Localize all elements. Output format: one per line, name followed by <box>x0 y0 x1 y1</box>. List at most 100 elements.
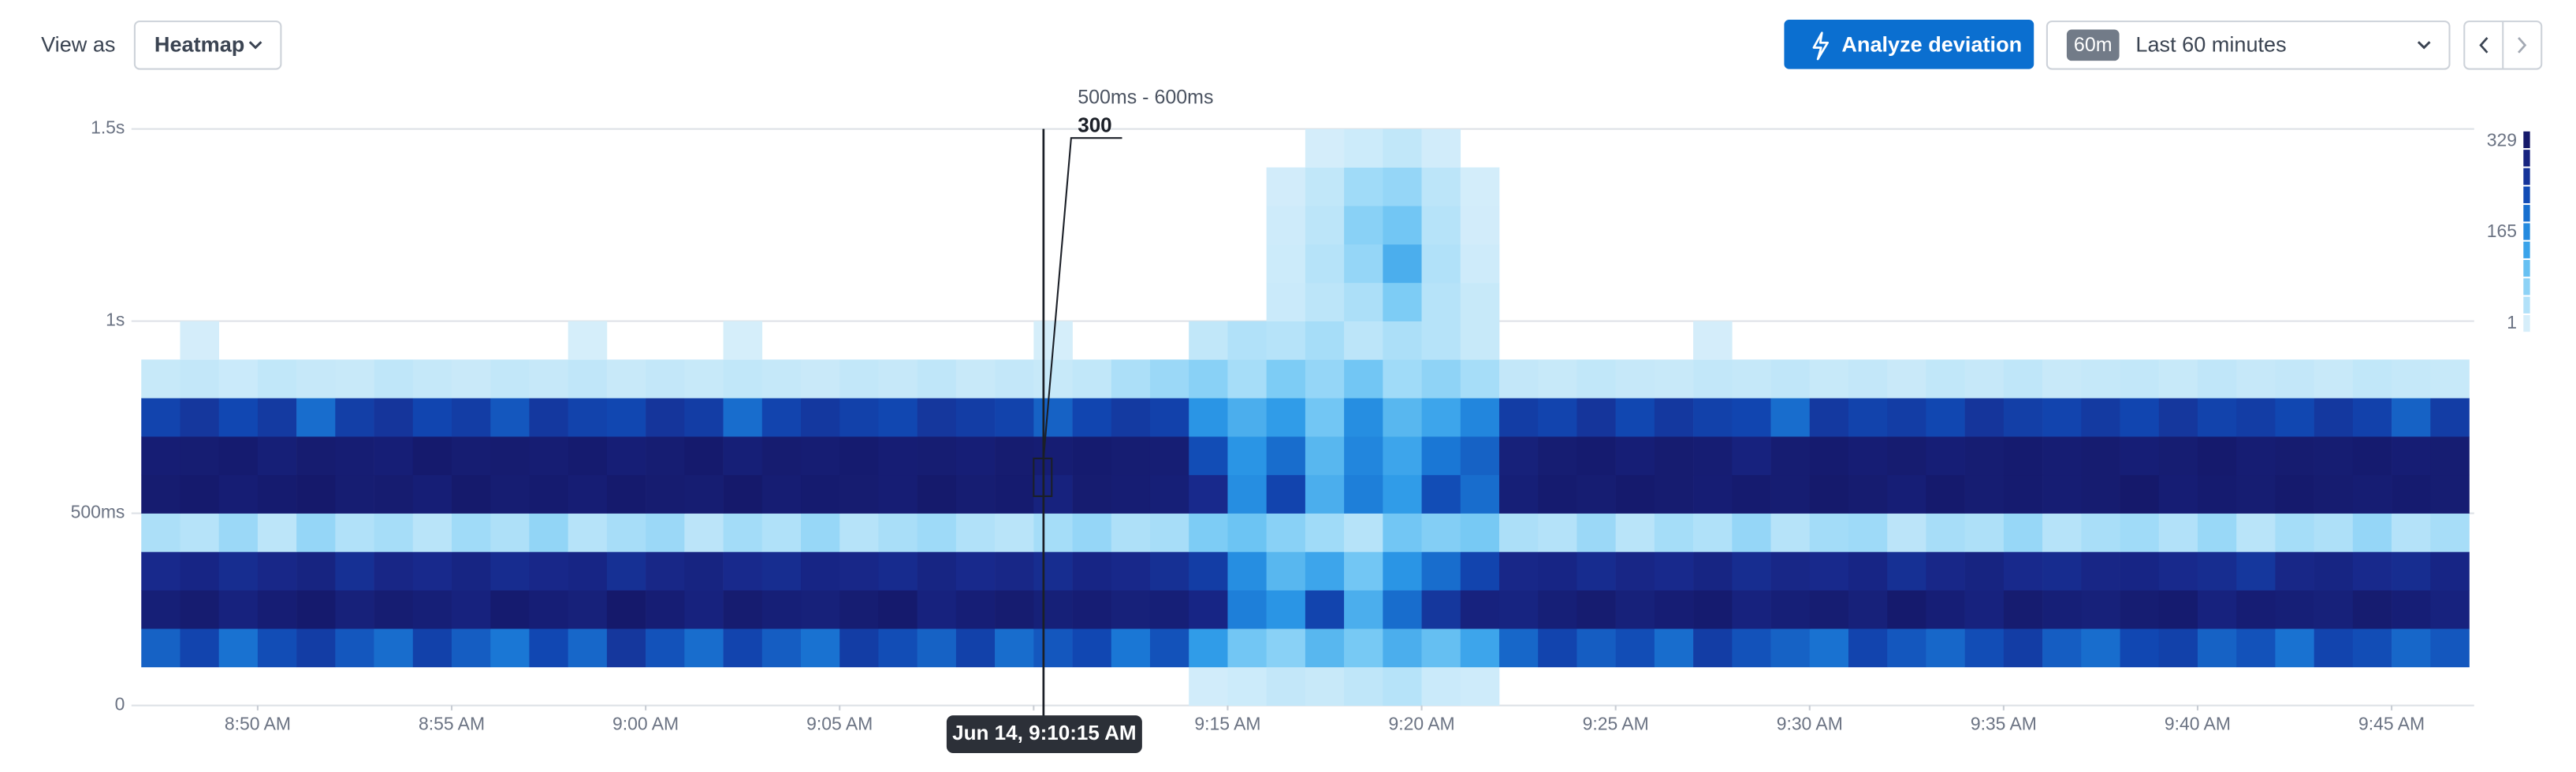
heatmap-cell <box>1266 513 1306 552</box>
heatmap-cell <box>1538 359 1577 399</box>
heatmap-cell <box>918 244 957 283</box>
heatmap-cell <box>1227 666 1267 706</box>
heatmap-cell <box>1421 359 1461 399</box>
heatmap-cell <box>1073 321 1112 360</box>
heatmap-cell <box>878 129 918 168</box>
heatmap-cell <box>955 359 996 399</box>
heatmap-cell <box>1693 283 1733 321</box>
heatmap-cell <box>1771 244 1811 283</box>
heatmap-cell <box>1965 321 2005 360</box>
heatmap-cell <box>1305 398 1345 437</box>
heatmap-cell <box>1576 129 1616 168</box>
y-tick-label: 1s <box>106 310 125 330</box>
heatmap-cell <box>1538 551 1577 591</box>
button-bg[interactable] <box>1784 20 2034 69</box>
analyze-button[interactable]: Analyze deviation <box>1784 20 2034 69</box>
heatmap-cell <box>413 283 452 321</box>
heatmap-cell <box>1033 667 1073 706</box>
heatmap-cell <box>2236 398 2276 437</box>
heatmap-cell <box>1227 129 1267 168</box>
next-arrow[interactable] <box>2518 37 2527 54</box>
heatmap-cell <box>413 129 452 168</box>
legend-swatch <box>2523 186 2530 203</box>
heatmap-cell <box>490 551 530 591</box>
view-mode-text[interactable]: Heatmap <box>154 32 244 57</box>
heatmap-cell <box>801 129 840 168</box>
heatmap-cell <box>2042 129 2082 168</box>
heatmap-cell <box>2159 129 2198 168</box>
heatmap-cell <box>180 359 219 399</box>
heatmap-cell <box>2275 321 2314 360</box>
heatmap-cell <box>2275 359 2314 399</box>
heatmap-cell <box>1460 398 1500 437</box>
heatmap-cell <box>1887 167 1926 206</box>
heatmap-cell <box>2120 513 2160 552</box>
heatmap-cell <box>2314 244 2354 283</box>
heatmap-cell <box>878 667 918 706</box>
heatmap-cell <box>2120 436 2160 476</box>
heatmap-cell <box>2081 283 2120 321</box>
heatmap-cell <box>568 283 608 321</box>
heatmap-cell <box>1460 206 1500 245</box>
heatmap-cell <box>1576 513 1616 552</box>
heatmap-cell <box>335 167 374 206</box>
heatmap-cell <box>1693 551 1733 591</box>
heatmap-cell <box>1033 474 1073 514</box>
heatmap-cell <box>2236 628 2276 668</box>
heatmap-cell <box>2236 436 2276 476</box>
heatmap-cell <box>1615 551 1655 591</box>
heatmap-cell <box>2197 436 2237 476</box>
range-label[interactable]: Last 60 minutes <box>2135 32 2286 57</box>
chevron <box>2417 41 2431 50</box>
y-tick-label: 0 <box>115 694 125 714</box>
heatmap-cell <box>646 436 685 476</box>
heatmap-cell <box>646 628 685 668</box>
heatmap-cell <box>412 551 452 591</box>
heatmap-cell <box>1848 474 1888 514</box>
heatmap-cell <box>684 283 724 321</box>
heatmap-cell <box>1887 206 1926 244</box>
heatmap-cell <box>646 513 685 552</box>
heatmap-cell <box>762 667 802 706</box>
heatmap-cell <box>1073 667 1112 706</box>
heatmap-cell <box>878 628 918 668</box>
heatmap-cell <box>1072 590 1112 629</box>
heatmap-cell <box>761 398 802 437</box>
heatmap-cell <box>956 167 996 206</box>
heatmap-cell <box>1150 167 1189 206</box>
heatmap-cell <box>1887 551 1926 591</box>
heatmap-cell <box>141 590 181 629</box>
heatmap-cell <box>529 167 568 206</box>
heatmap-cell <box>839 244 879 283</box>
heatmap-cell <box>2275 244 2314 283</box>
time-range-picker[interactable]: 60m Last 60 minutes <box>2046 20 2451 70</box>
heatmap-cell <box>2198 667 2237 706</box>
heatmap-cell <box>839 474 879 514</box>
heatmap-cell <box>2004 129 2043 168</box>
heatmap-cell <box>2158 590 2198 629</box>
heatmap-cell <box>2081 129 2120 168</box>
view-mode-dropdown[interactable]: Heatmap <box>133 20 282 70</box>
heatmap-cell <box>374 551 414 591</box>
heatmap-cell <box>606 590 646 629</box>
heatmap-cell <box>607 129 646 168</box>
heatmap-cell <box>2042 513 2082 552</box>
heatmap-cell <box>1033 359 1073 399</box>
heatmap-cell <box>2430 513 2470 552</box>
analyze-text[interactable]: Analyze deviation <box>1841 32 2022 57</box>
heatmap-cell <box>1344 167 1383 206</box>
heatmap-cell <box>646 167 685 206</box>
heatmap-cell <box>2197 590 2237 629</box>
heatmap-cell <box>1460 590 1500 629</box>
picker-box[interactable] <box>2046 20 2451 70</box>
heatmap-cell <box>1887 474 1926 514</box>
heatmap-cell <box>2236 129 2276 168</box>
heatmap-cell <box>2275 167 2314 206</box>
time-nav[interactable] <box>2463 20 2543 70</box>
dropdown-box[interactable] <box>133 20 282 70</box>
heatmap-cell <box>335 244 374 283</box>
heatmap-cell <box>1965 129 2005 168</box>
heatmap-cell <box>1227 436 1267 476</box>
prev-arrow[interactable] <box>2479 37 2489 54</box>
